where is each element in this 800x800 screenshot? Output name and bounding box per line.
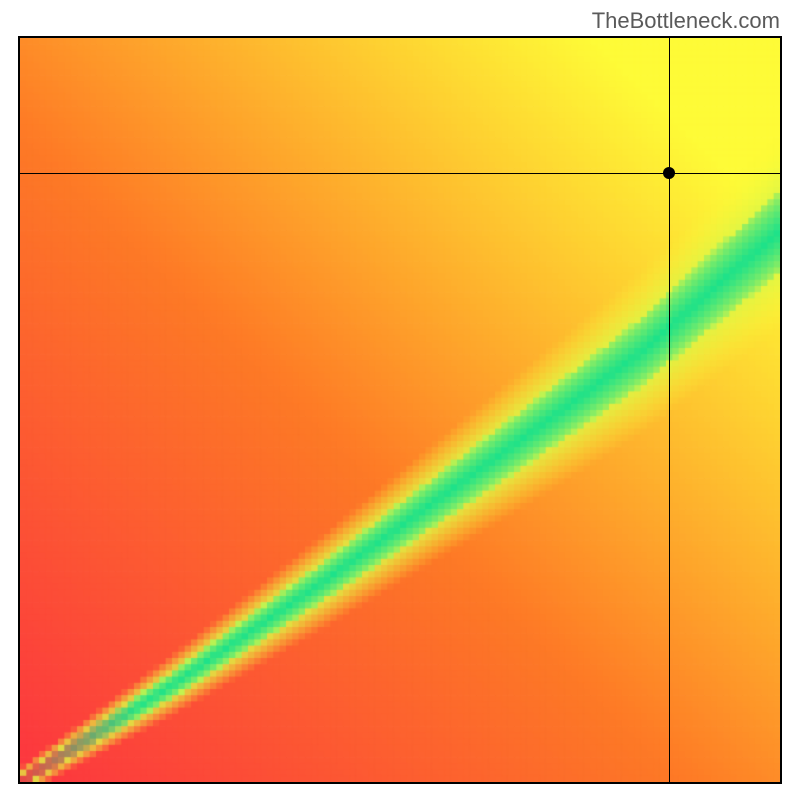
crosshair-marker xyxy=(663,167,675,179)
plot-frame xyxy=(18,36,782,784)
heatmap-canvas xyxy=(20,38,780,782)
crosshair-vertical xyxy=(669,38,670,782)
watermark: TheBottleneck.com xyxy=(592,8,780,34)
